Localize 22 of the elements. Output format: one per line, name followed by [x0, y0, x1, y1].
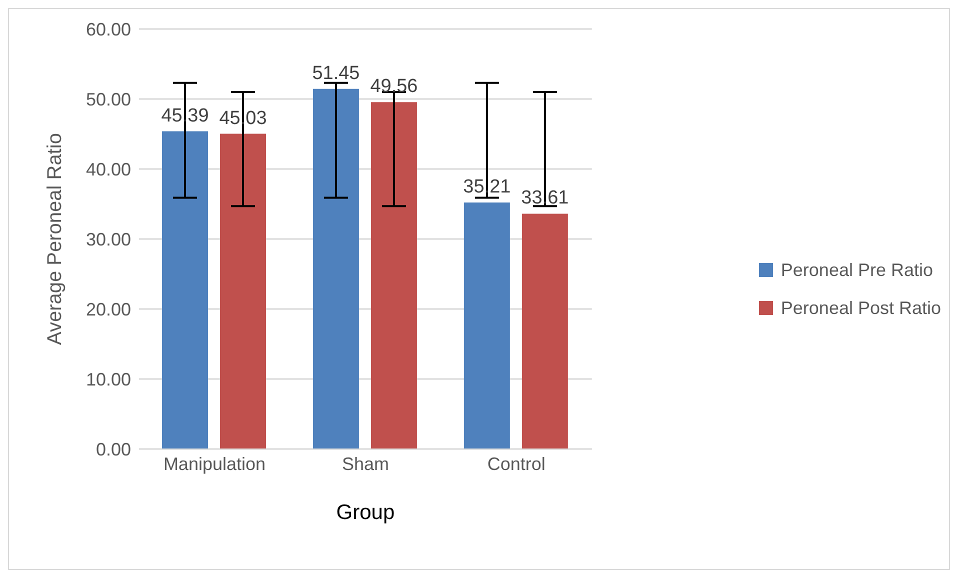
- bar: [370, 102, 417, 449]
- legend-label: Peroneal Pre Ratio: [780, 259, 933, 282]
- bar: [312, 88, 359, 449]
- y-tick-label: 40.00: [86, 159, 131, 180]
- y-axis-title: Average Peroneal Ratio: [44, 133, 66, 345]
- bar: [220, 134, 266, 449]
- y-tick-label: 50.00: [86, 89, 131, 110]
- bar: [162, 131, 208, 449]
- data-label: 51.45: [312, 62, 360, 84]
- y-tick-label: 10.00: [86, 369, 131, 390]
- legend-label: Peroneal Post Ratio: [780, 297, 941, 320]
- y-tick-label: 30.00: [86, 229, 131, 250]
- x-tick-label: Control: [487, 454, 546, 474]
- bar: [522, 214, 568, 449]
- y-tick-label: 20.00: [86, 299, 131, 320]
- bar: [464, 202, 510, 449]
- y-tick-label: 60.00: [86, 19, 131, 40]
- x-axis-title: Group: [336, 501, 395, 524]
- x-tick-label: Sham: [342, 454, 389, 474]
- data-label: 49.56: [370, 76, 418, 98]
- y-tick-label: 0.00: [96, 439, 131, 460]
- x-tick-label: Manipulation: [163, 454, 266, 474]
